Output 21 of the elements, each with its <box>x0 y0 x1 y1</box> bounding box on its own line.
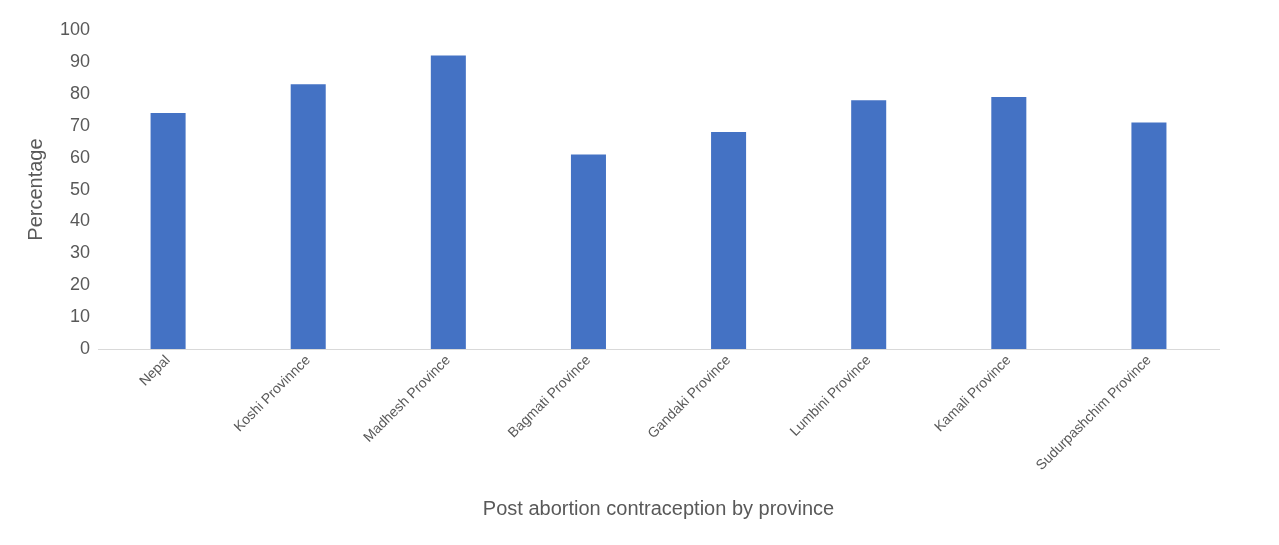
bar <box>711 132 747 350</box>
y-axis-title: Percentage <box>23 138 46 241</box>
bar <box>430 55 466 350</box>
y-tick-label: 20 <box>70 274 91 295</box>
y-tick-label: 100 <box>59 18 91 39</box>
y-tick-label: 90 <box>70 50 91 71</box>
y-tick-label: 50 <box>70 178 91 199</box>
y-tick-label: 60 <box>70 146 91 167</box>
bar <box>150 112 186 350</box>
bar <box>1131 122 1167 350</box>
bar <box>851 100 887 350</box>
x-axis-title: Post abortion contraception by province <box>482 496 835 519</box>
bar <box>570 154 606 350</box>
bar <box>991 97 1027 350</box>
y-tick-label: 40 <box>70 210 91 231</box>
y-tick-label: 70 <box>70 114 91 135</box>
y-tick-label: 10 <box>70 306 91 327</box>
y-tick-label: 0 <box>80 338 91 359</box>
y-tick-label: 30 <box>70 242 91 263</box>
y-tick-label: 80 <box>70 82 91 103</box>
bar <box>290 84 326 350</box>
